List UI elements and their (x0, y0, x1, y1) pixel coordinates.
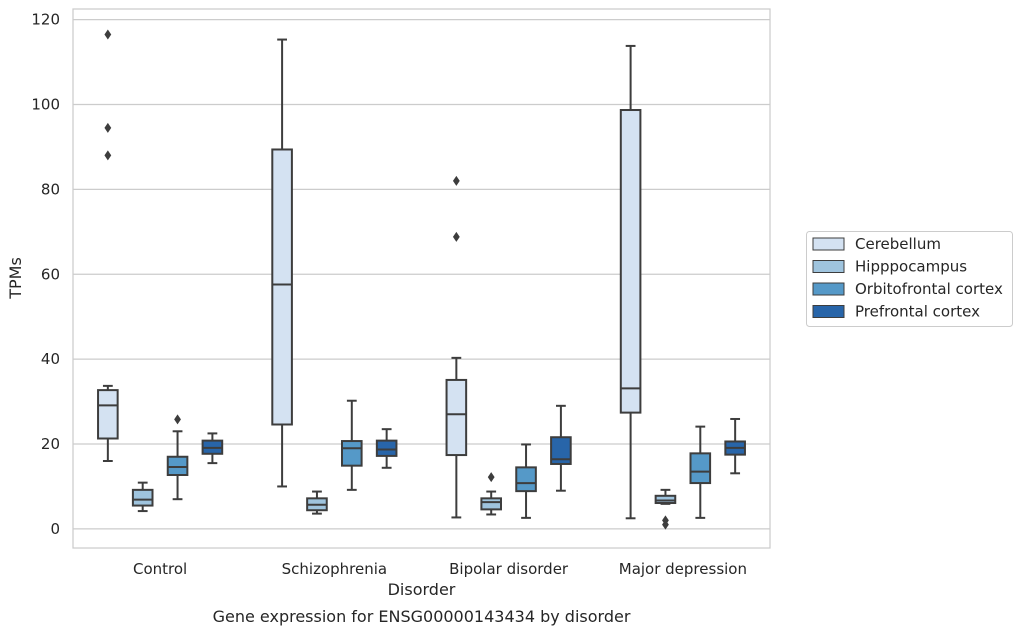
box-group (375, 428, 398, 469)
outlier-point (174, 414, 181, 425)
box-group (480, 472, 502, 516)
boxes (97, 29, 746, 530)
legend-swatch (812, 237, 845, 251)
x-tick-label: Bipolar disorder (449, 560, 569, 578)
x-tick-label: Control (133, 560, 187, 578)
x-tick-label: Schizophrenia (282, 560, 387, 578)
box (480, 497, 502, 511)
box (271, 148, 293, 426)
legend-frame (806, 231, 1013, 327)
box (97, 389, 119, 440)
legend-swatch (812, 282, 845, 296)
y-tick-label: 60 (41, 265, 60, 283)
legend-swatch (812, 305, 845, 318)
outlier-point (452, 175, 460, 186)
box-group (550, 404, 572, 492)
x-tick-labels: Control Schizophrenia Bipolar disorder Majo… (133, 560, 747, 578)
gridlines (73, 18, 770, 530)
legend: Cerebellum Hipppocampus Orbitofrontal cort… (806, 231, 1013, 327)
box (515, 466, 537, 493)
box-group (306, 490, 328, 515)
y-tick-label: 80 (41, 180, 60, 198)
outlier-point (104, 150, 112, 161)
outlier-point (662, 519, 669, 530)
plot-frame (72, 8, 771, 549)
box (131, 488, 154, 507)
box (375, 439, 398, 457)
box (654, 494, 677, 505)
box-group (271, 38, 293, 488)
legend-label: Orbitofrontal cortex (855, 280, 1003, 298)
y-tick-label: 0 (50, 520, 60, 538)
box (619, 109, 642, 414)
box (341, 440, 363, 467)
outlier-point (104, 122, 112, 133)
box (166, 455, 189, 477)
outlier-point (487, 472, 495, 483)
box (689, 452, 712, 485)
y-tick-label: 100 (31, 95, 60, 113)
box-group (724, 417, 746, 475)
legend-label: Prefrontal cortex (855, 303, 980, 321)
legend-label: Hipppocampus (855, 258, 967, 276)
box-group (341, 399, 363, 491)
x-axis-label: Disorder (388, 580, 456, 599)
x-tick-label: Major depression (619, 560, 747, 578)
legend-label: Cerebellum (855, 235, 941, 253)
y-tick-label: 120 (31, 11, 60, 29)
legend-items: Cerebellum Hipppocampus Orbitofrontal cort… (812, 235, 1003, 321)
box-group (166, 414, 189, 501)
y-axis-label: TPMs (6, 257, 25, 300)
y-tick-label: 40 (41, 350, 60, 368)
y-tick-label: 20 (41, 435, 60, 453)
box-group (131, 481, 154, 513)
chart-caption: Gene expression for ENSG00000143434 by d… (213, 607, 631, 626)
box-group (445, 175, 468, 519)
box-group (515, 443, 537, 519)
box-group (201, 432, 224, 465)
outlier-point (452, 231, 460, 242)
legend-swatch (812, 260, 845, 273)
box-group (97, 29, 119, 462)
box-group (619, 44, 642, 520)
y-tick-labels: 0 20 40 60 80 100 120 (31, 11, 60, 538)
box (550, 436, 572, 465)
box-group (654, 488, 677, 530)
box (445, 378, 468, 457)
box-group (689, 425, 712, 519)
outlier-point (104, 29, 112, 40)
